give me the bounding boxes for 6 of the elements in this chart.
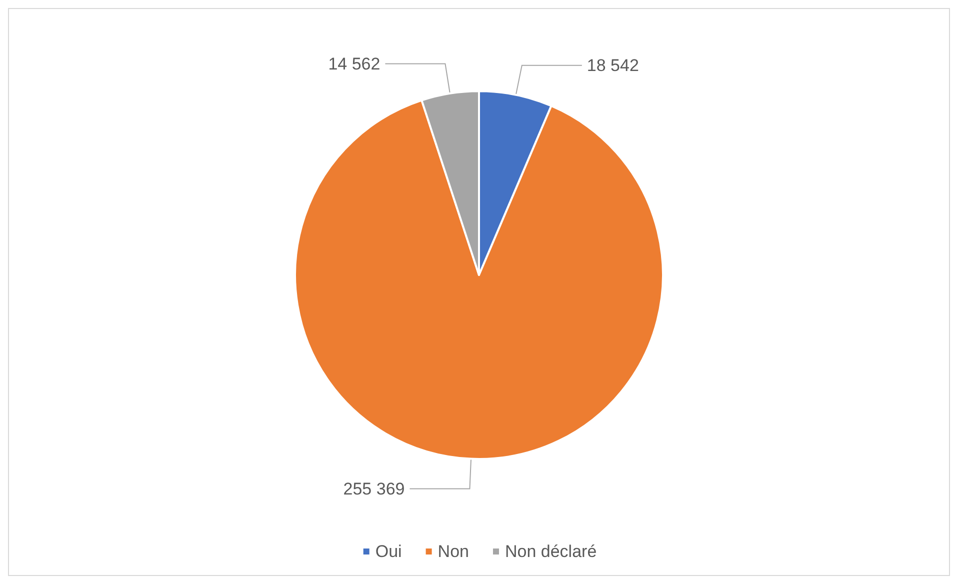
legend-label: Non (438, 542, 469, 561)
data-label: 14 562 (328, 54, 380, 74)
data-label: 255 369 (343, 479, 405, 498)
legend-label: Oui (375, 542, 402, 561)
data-label: 18 542 (586, 56, 639, 75)
legend-label: Non déclaré (504, 542, 597, 561)
